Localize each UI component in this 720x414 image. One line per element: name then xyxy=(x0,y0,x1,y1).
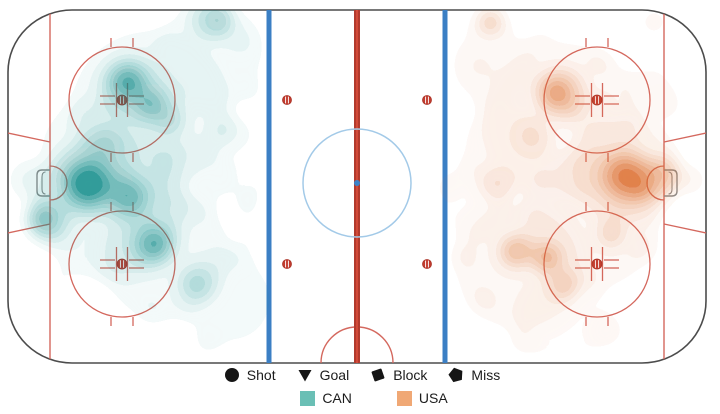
legend-item-can: CAN xyxy=(300,390,352,406)
legend-label-miss: Miss xyxy=(471,367,501,383)
legend-label-usa: USA xyxy=(418,390,448,406)
marker-legend: Shot Goal Block Miss xyxy=(2,364,720,386)
can-color-swatch xyxy=(300,390,316,406)
legend-label-block: Block xyxy=(393,367,428,383)
heatmap-can xyxy=(10,10,290,360)
legend-label-goal: Goal xyxy=(319,367,350,383)
legend-item-shot: Shot xyxy=(224,367,276,383)
shot-icon xyxy=(224,368,239,382)
legend-label-shot: Shot xyxy=(246,367,276,383)
goal-icon xyxy=(298,370,312,382)
center-circle xyxy=(302,128,412,238)
legend-item-usa: USA xyxy=(396,390,448,406)
neutral-faceoff-dot xyxy=(422,95,432,105)
legend-item-block: Block xyxy=(370,367,427,383)
block-icon xyxy=(371,368,385,382)
miss-icon xyxy=(448,367,463,383)
legend-item-goal: Goal xyxy=(297,367,350,383)
team-legend: CAN USA xyxy=(14,387,720,409)
legend: Shot Goal Block Miss CAN xyxy=(0,364,720,409)
neutral-faceoff-dot xyxy=(422,259,432,269)
legend-label-can: CAN xyxy=(322,390,352,406)
legend-item-miss: Miss xyxy=(448,367,500,383)
heatmap-usa xyxy=(366,10,704,363)
usa-color-swatch xyxy=(396,390,412,406)
center-dot xyxy=(354,180,360,186)
neutral-faceoff-dot xyxy=(282,95,292,105)
trapezoid-line xyxy=(663,223,706,234)
neutral-faceoff-dot xyxy=(282,259,292,269)
